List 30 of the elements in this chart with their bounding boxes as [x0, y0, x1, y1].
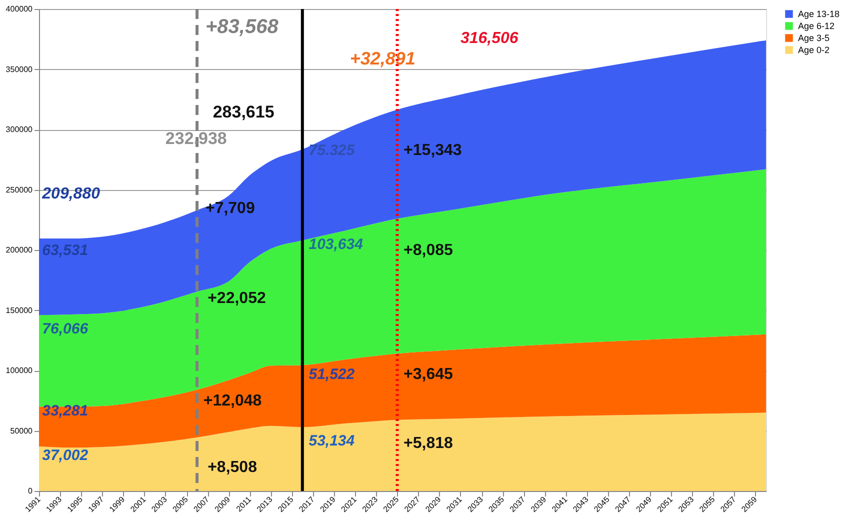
legend-label: Age 3-5 [798, 33, 830, 43]
annotation: +32,891 [350, 48, 416, 69]
annotation: +22,052 [208, 290, 266, 308]
y-tick-label: 150000 [6, 306, 34, 315]
y-tick-label: 0 [28, 486, 34, 496]
annotation: 103,634 [308, 236, 364, 253]
annotation: +8,085 [404, 242, 454, 259]
annotation: +7,709 [205, 200, 255, 217]
annotation: 75.325 [308, 142, 356, 159]
y-tick-label: 50000 [10, 426, 34, 436]
y-tick-label: 350000 [6, 64, 34, 74]
y-tick-label: 250000 [6, 185, 34, 194]
annotation: +15,343 [404, 142, 462, 159]
annotation: 63,531 [42, 242, 88, 259]
annotation: +3,645 [404, 366, 454, 384]
y-tick-label: 300000 [6, 125, 34, 134]
annotation: 209,880 [41, 185, 100, 202]
annotation: 51,522 [308, 366, 356, 384]
annotation: 316,506 [460, 30, 518, 47]
legend-label: Age 13-18 [798, 9, 840, 19]
y-tick-label: 200000 [6, 246, 34, 254]
y-tick-label: 100000 [6, 366, 34, 375]
annotation: +12,048 [203, 392, 262, 410]
annotation: +83,568 [205, 16, 280, 38]
y-tick-label: 400000 [6, 4, 34, 14]
legend-label: Age 6-12 [798, 21, 835, 31]
annotation: 283,615 [212, 102, 274, 122]
annotation: 232.938 [165, 129, 227, 148]
annotation: 76,066 [42, 320, 89, 338]
legend-label: Age 0-2 [798, 45, 830, 55]
